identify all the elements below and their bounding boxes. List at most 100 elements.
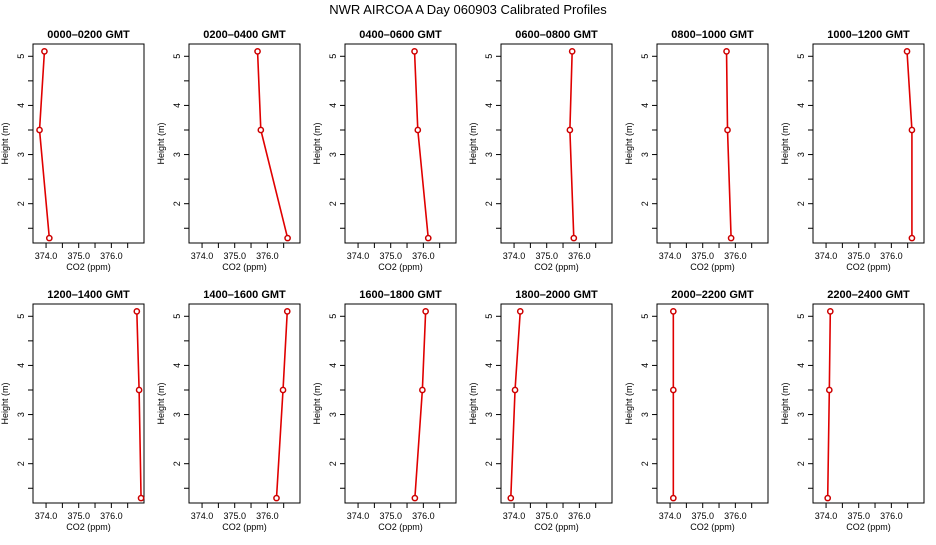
x-tick-label: 375.0 [535, 251, 558, 261]
series-line [725, 51, 732, 239]
data-point [511, 386, 519, 394]
y-tick-label: 4 [16, 363, 26, 368]
plot-frame [656, 303, 769, 504]
data-point [414, 126, 422, 134]
profile-panel: 0200–0400 GMT 374.0 375.0 376.0 2 3 4 5 CO2 (ppm… [156, 29, 301, 272]
data-point [903, 48, 911, 55]
profile-panel: 0000–0200 GMT 374.0 375.0 376.0 2 3 4 5 CO2 (ppm… [0, 29, 145, 272]
x-tick-label: 375.0 [67, 251, 90, 261]
plot-frame [188, 303, 301, 504]
y-tick-label: 4 [796, 363, 806, 368]
data-point [411, 494, 419, 502]
data-point [570, 234, 578, 242]
y-tick-label: 4 [172, 103, 182, 108]
y-tick-label: 5 [328, 314, 338, 319]
data-point [516, 308, 524, 315]
y-tick-label: 3 [172, 412, 182, 417]
x-axis-label: CO2 (ppm) [534, 262, 579, 272]
x-tick-label: 376.0 [724, 511, 747, 521]
y-tick-label: 2 [328, 201, 338, 206]
y-axis-label: Height (m) [468, 122, 478, 164]
profile-panel: 1000–1200 GMT 374.0 375.0 376.0 2 3 4 5 CO2 (ppm… [780, 29, 925, 272]
y-tick-label: 2 [640, 461, 650, 466]
data-point [824, 494, 832, 502]
data-point [279, 386, 287, 394]
x-tick-label: 374.0 [815, 511, 838, 521]
profile-panel: 1800–2000 GMT 374.0 375.0 376.0 2 3 4 5 CO2 (ppm… [468, 289, 613, 532]
data-point [41, 48, 48, 55]
x-tick-label: 374.0 [347, 251, 370, 261]
y-tick-label: 5 [796, 314, 806, 319]
y-tick-label: 3 [796, 412, 806, 417]
data-point [826, 308, 834, 315]
x-axis-label: CO2 (ppm) [66, 262, 111, 272]
data-point [669, 494, 677, 502]
y-tick-label: 2 [328, 461, 338, 466]
plot-frame [500, 303, 613, 504]
x-tick-label: 374.0 [191, 511, 214, 521]
x-axis-label: CO2 (ppm) [378, 522, 423, 532]
data-point [825, 386, 833, 394]
y-axis-label: Height (m) [0, 122, 10, 164]
x-tick-label: 376.0 [100, 251, 123, 261]
data-point [135, 386, 143, 394]
x-tick-label: 374.0 [35, 251, 58, 261]
data-point [669, 308, 677, 315]
data-point [507, 494, 515, 502]
y-tick-label: 5 [16, 54, 26, 59]
x-axis-label: CO2 (ppm) [378, 262, 423, 272]
data-point [137, 494, 145, 502]
x-tick-label: 374.0 [503, 511, 526, 521]
data-point [254, 48, 261, 55]
y-tick-label: 5 [16, 314, 26, 319]
y-tick-label: 2 [484, 461, 494, 466]
y-tick-label: 2 [796, 461, 806, 466]
series-line [256, 51, 289, 239]
profile-panel: 2200–2400 GMT 374.0 375.0 376.0 2 3 4 5 CO2 (ppm… [780, 289, 925, 532]
data-point [284, 234, 291, 242]
series-line [906, 51, 913, 239]
y-tick-label: 2 [16, 461, 26, 466]
x-tick-label: 376.0 [568, 511, 591, 521]
data-point [419, 386, 426, 394]
y-tick-label: 3 [328, 152, 338, 157]
panel-title: 1400–1600 GMT [203, 289, 286, 301]
series-line [275, 311, 289, 499]
x-tick-label: 376.0 [256, 251, 279, 261]
y-axis-label: Height (m) [780, 382, 790, 424]
data-point [45, 234, 53, 242]
data-point [908, 126, 916, 134]
series-line [38, 51, 51, 239]
profile-panel: 1600–1800 GMT 374.0 375.0 376.0 2 3 4 5 CO2 (ppm… [312, 289, 457, 532]
x-tick-label: 375.0 [691, 511, 714, 521]
panel-title: 2000–2200 GMT [671, 289, 754, 301]
y-tick-label: 5 [640, 314, 650, 319]
x-axis-label: CO2 (ppm) [222, 262, 267, 272]
data-point [727, 234, 735, 242]
data-point [257, 126, 265, 134]
data-point [568, 48, 576, 55]
series-line [826, 311, 832, 499]
profile-panel: 0600–0800 GMT 374.0 375.0 376.0 2 3 4 5 CO2 (ppm… [468, 29, 613, 272]
data-point [908, 234, 916, 242]
series-line [569, 51, 575, 239]
panel-title: 0200–0400 GMT [203, 29, 286, 41]
y-tick-label: 5 [484, 54, 494, 59]
x-tick-label: 375.0 [691, 251, 714, 261]
y-tick-label: 3 [16, 412, 26, 417]
x-tick-label: 374.0 [35, 511, 58, 521]
y-tick-label: 2 [172, 201, 182, 206]
x-axis-label: CO2 (ppm) [846, 522, 891, 532]
x-tick-label: 376.0 [100, 511, 123, 521]
y-axis-label: Height (m) [312, 122, 322, 164]
data-point [283, 308, 291, 315]
x-axis-label: CO2 (ppm) [846, 262, 891, 272]
y-tick-label: 2 [796, 201, 806, 206]
series-line [509, 311, 522, 499]
profile-panel: 1400–1600 GMT 374.0 375.0 376.0 2 3 4 5 CO2 (ppm… [156, 289, 301, 532]
plot-frame [812, 43, 925, 244]
x-axis-label: CO2 (ppm) [222, 522, 267, 532]
x-axis-label: CO2 (ppm) [690, 262, 735, 272]
y-axis-label: Height (m) [156, 122, 166, 164]
figure-title: NWR AIRCOA A Day 060903 Calibrated Profi… [329, 2, 607, 17]
